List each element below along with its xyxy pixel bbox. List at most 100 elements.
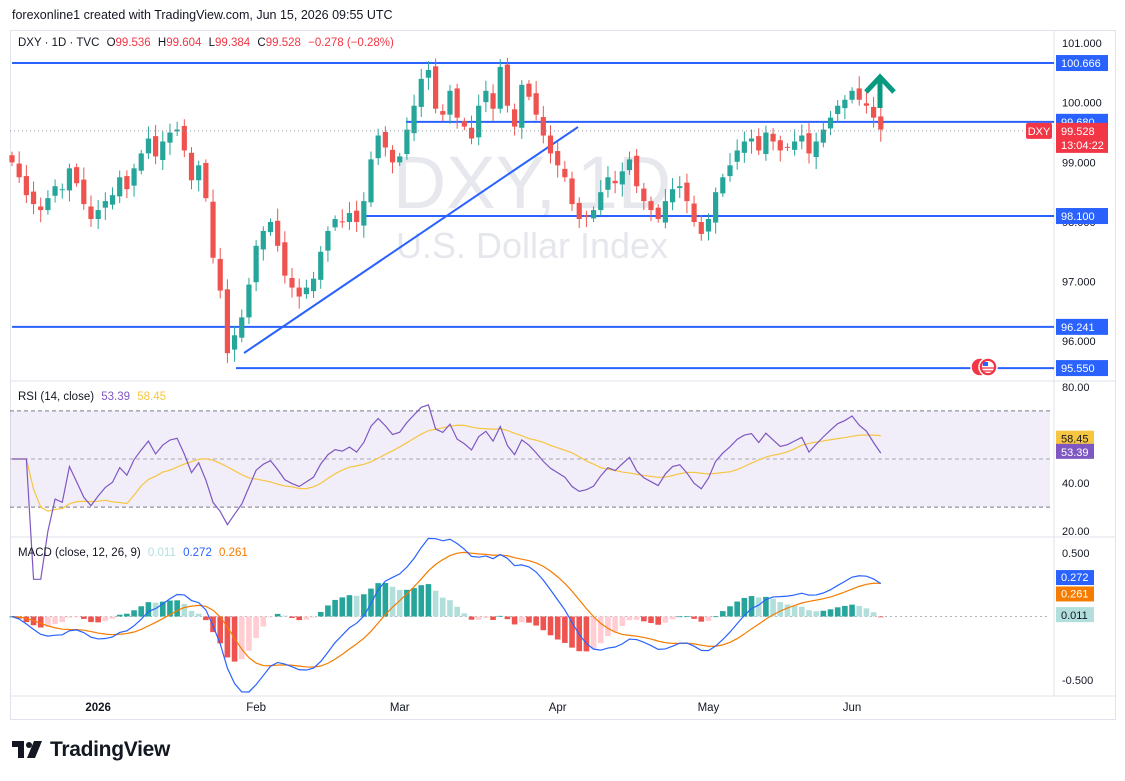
candle-body [677,186,683,189]
macd-hist-bar [619,616,626,626]
macd-histogram [9,583,884,662]
candle-body [188,152,195,181]
candle-body [641,188,647,202]
candle-body [52,186,58,196]
macd-hist-bar [217,616,224,644]
candle-body [619,171,625,185]
candle-body [562,168,568,178]
chart-frame[interactable] [10,30,1116,720]
macd-hist-bar [842,605,848,617]
macd-hist-bar [605,616,611,637]
candle-body [490,93,496,109]
macd-hist-bar [705,616,712,621]
macd-hist-bar [877,616,884,618]
macd-hist-bar [23,616,30,623]
candle-body [275,220,281,246]
rsi-tick-label: 40.00 [1062,478,1090,490]
time-tick-label: Jun [843,702,862,714]
macd-hist-bar [447,600,453,617]
macd-hist-bar [296,616,302,621]
level-badge-label: 98.100 [1061,211,1095,223]
macd-hist-bar [66,616,73,618]
low-label: L [209,37,216,49]
candle-body [849,90,855,100]
candle-body [74,167,80,184]
macd-hist-bar [260,616,267,627]
time-tick-label: Apr [549,702,567,714]
rsi-title: RSI (14, close) [18,391,94,403]
bar-countdown: 13:04:22 [1061,140,1104,152]
rsi-badge [1056,443,1094,459]
candle-body [734,150,740,162]
time-tick-label: 2026 [85,702,111,714]
macd-hist-bar [748,596,755,617]
macd-hist-bar [159,601,166,617]
macd-hist-bar [59,616,66,623]
macd-tick-label: 0.500 [1062,548,1090,560]
macd-hist-bar [511,616,518,625]
candle-body [705,219,712,232]
macd-hist-bar [325,605,331,617]
footer-brand[interactable]: TradingView [12,738,170,762]
macd-hist-bar [540,616,547,631]
macd-hist-bar [533,616,539,626]
candle-body [519,84,525,128]
candle-body [576,202,582,220]
macd-hist-bar [389,586,396,617]
macd-hist-bar [655,616,661,625]
macd-hist-bar [224,616,231,658]
candle-body [770,133,776,142]
macd-hist-bar [282,615,288,617]
candle-body [842,99,848,109]
macd-hist-bar [102,616,109,621]
macd-hist-bar [339,597,346,617]
candle-body [267,221,274,233]
macd-hist-bar [289,616,295,618]
macd-hist-bar [317,611,324,617]
candle-body [181,125,187,151]
symbol-legend[interactable]: DXY · 1D · TVC O99.536 H99.604 L99.384 C… [18,37,394,49]
candle-body [354,210,360,222]
rsi-tick-label: 80.00 [1062,382,1090,394]
candle-body [174,129,180,132]
candle-body [167,132,173,143]
current-price-label[interactable]: DXY 99.528 13:04:22 [1026,122,1108,153]
candle-body [418,78,424,107]
watermark-name: U.S. Dollar Index [396,225,668,266]
candle-body [741,141,747,153]
time-axis[interactable]: 2026 Feb Mar Apr May Jun [85,702,861,714]
macd-pane[interactable]: MACD (close, 12, 26, 9) 0.011 0.272 0.26… [9,537,1094,693]
macd-hist-bar [73,616,80,618]
candle-body [461,121,467,127]
candle-body [23,176,29,196]
macd-hist-bar [813,611,819,617]
macd-hist-bar [612,616,618,632]
candle-body [217,258,223,291]
candle-body [9,155,15,163]
macd-hist-bar [425,584,432,617]
macd-hist-bar [274,613,281,617]
close-label: C [257,37,265,49]
macd-hist-bar [361,594,367,617]
candle-body [203,162,209,199]
up-arrow-icon[interactable] [864,73,896,108]
candle-body [88,206,94,220]
price-tick-label: 100.000 [1062,98,1102,110]
macd-hist-bar [483,616,489,619]
trendline[interactable] [243,126,579,354]
macd-hist-bar [432,590,439,617]
candle-body [476,105,482,138]
candle-body [547,135,554,154]
candle-body [468,127,475,139]
level-badge-label: 96.241 [1061,322,1095,334]
price-tick-label: 99.000 [1062,157,1096,169]
rsi-pane[interactable]: RSI (14, close) 53.39 58.45 80.00 40.00 20… [10,382,1094,580]
close-value: 99.528 [266,37,301,49]
us-flag-event-icon[interactable] [970,357,998,377]
histogram-badge-value: 0.011 [1061,610,1088,622]
time-tick-label: Feb [246,702,266,714]
rsi-ma-badge-value: 58.45 [1061,434,1089,446]
